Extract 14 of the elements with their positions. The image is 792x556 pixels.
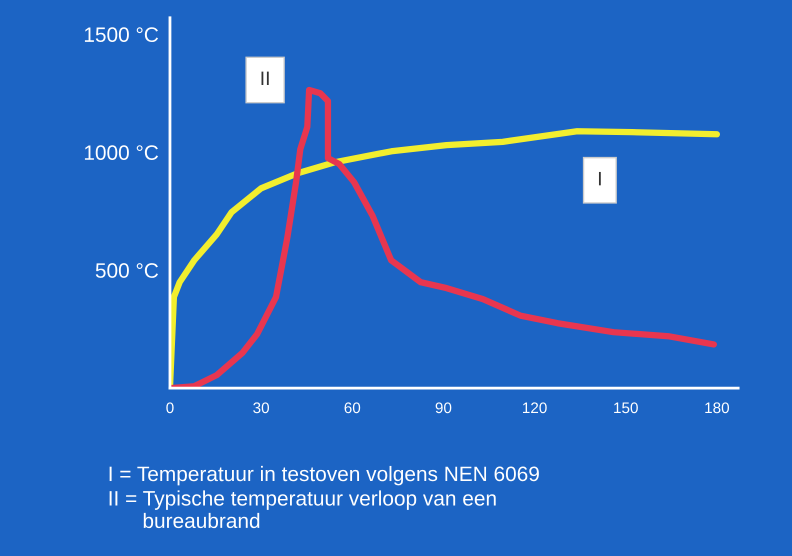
x-tick-label: 60 (344, 402, 360, 414)
x-tick-label: 90 (436, 402, 452, 414)
y-tick-label: 500 °C (96, 263, 158, 278)
x-tick-label: 180 (705, 402, 730, 414)
text: II = Typische temperatuur verloop van een bureaubrand (110, 490, 496, 528)
text: I = Temperatuur in testoven volgens NEN 6069 (110, 466, 539, 486)
y-tick-label: 1000 °C (84, 145, 158, 160)
x-tick-label: 150 (614, 402, 638, 414)
text: II (262, 72, 269, 85)
x-tick-label: 120 (522, 402, 547, 414)
text: I (598, 172, 601, 186)
x-tick-label: 30 (253, 402, 270, 414)
y-tick-label: 1500 °C (84, 27, 158, 42)
x-tick-label: 0 (166, 402, 174, 414)
